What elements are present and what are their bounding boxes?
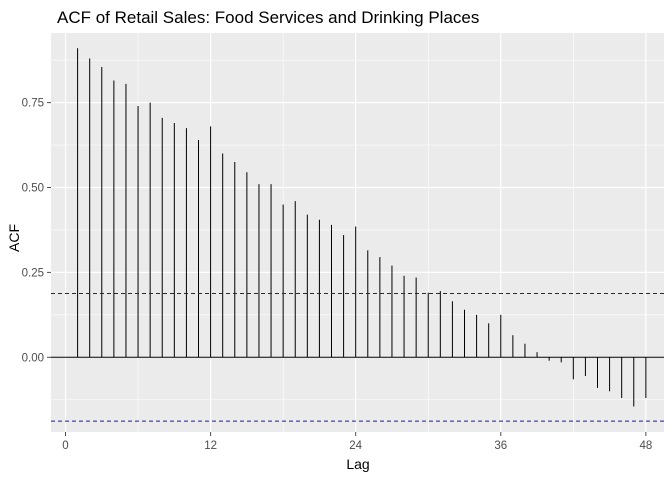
chart-title: ACF of Retail Sales: Food Services and D… bbox=[57, 8, 479, 27]
acf-stems bbox=[51, 48, 664, 407]
y-axis-title: ACF bbox=[6, 224, 22, 252]
x-tick-label: 48 bbox=[639, 440, 652, 452]
x-tick-label: 24 bbox=[349, 440, 362, 452]
plot-panel bbox=[51, 33, 664, 432]
minor-gridlines bbox=[51, 33, 664, 432]
y-tick-label: 0.00 bbox=[22, 352, 44, 364]
y-tick-label: 0.50 bbox=[22, 183, 44, 195]
x-axis-ticks: 0 12 24 36 48 bbox=[62, 432, 652, 452]
x-tick-label: 36 bbox=[494, 440, 507, 452]
x-axis-title: Lag bbox=[346, 456, 369, 472]
y-tick-label: 0.25 bbox=[22, 267, 44, 279]
x-tick-label: 0 bbox=[62, 440, 68, 452]
x-tick-label: 12 bbox=[204, 440, 217, 452]
y-axis-ticks: 0.00 0.25 0.50 0.75 bbox=[22, 98, 51, 364]
y-tick-label: 0.75 bbox=[22, 98, 44, 110]
